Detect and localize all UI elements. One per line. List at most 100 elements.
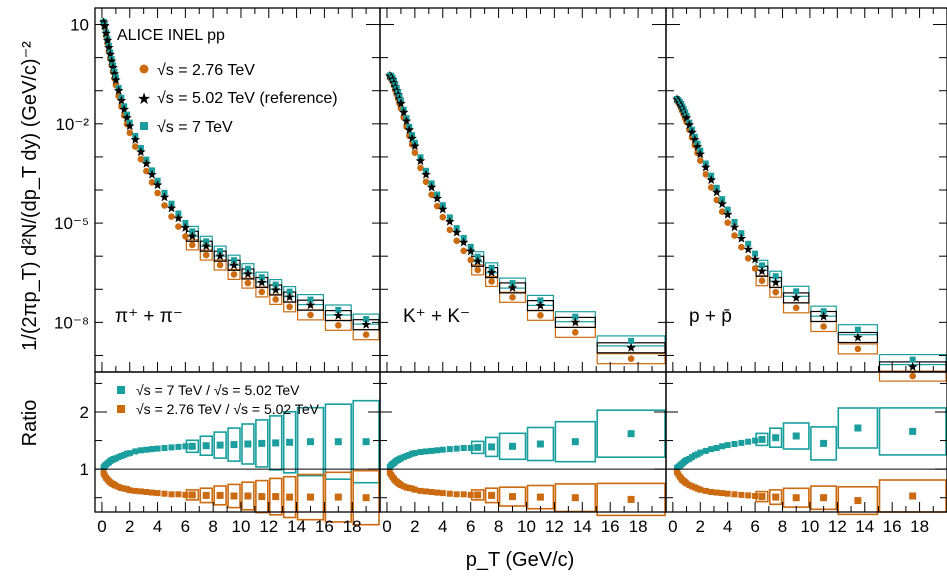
x-tick-label: 0	[97, 517, 106, 536]
ratio-sys-box-2.76TeV	[324, 471, 352, 523]
ratio-point-7TeV	[909, 427, 917, 435]
ratio-point-2.76TeV	[772, 493, 780, 501]
ratio-point-7TeV	[467, 445, 474, 451]
ratio-point-2.76TeV	[417, 487, 424, 494]
ratio-sys-box-7TeV	[878, 407, 947, 456]
ratio-point-2.76TeV	[132, 487, 139, 494]
point-2.76TeV	[137, 155, 145, 163]
sys-box-2.76TeV	[185, 239, 199, 251]
ratio-sys-box-7TeV	[213, 431, 227, 459]
ratio-point-7TeV	[460, 445, 467, 451]
point-7TeV	[572, 313, 579, 320]
legend-entry-2.76: √s = 2.76 TeV	[139, 62, 255, 79]
point-2.76TeV	[460, 247, 468, 255]
x-tick-label: 10	[517, 517, 536, 536]
ratio-point-2.76TeV	[126, 487, 133, 494]
x-tick-label: 2	[125, 517, 134, 536]
sys-box-2.76TeV	[499, 291, 527, 303]
point-2.76TeV	[453, 237, 461, 245]
point-2.76TeV	[446, 226, 454, 234]
point-2.76TeV	[744, 254, 752, 262]
point-5.02TeV	[141, 158, 152, 168]
ratio-point-7TeV	[307, 438, 314, 446]
ratio-sys-box-7TeV	[199, 435, 214, 457]
ratio-point-7TeV	[758, 435, 766, 443]
ratio-point-2.76TeV	[854, 497, 862, 505]
ratio-point-2.76TeV	[713, 489, 720, 496]
ratio-point-2.76TeV	[460, 491, 467, 498]
ratio-point-7TeV	[244, 440, 252, 448]
point-5.02TeV	[243, 269, 253, 278]
x-tick-label: 16	[883, 517, 902, 536]
ratio-point-2.76TeV	[571, 494, 579, 502]
point-5.02TeV	[684, 120, 695, 130]
point-2.76TeV	[758, 277, 766, 285]
ratio-point-7TeV	[286, 438, 294, 446]
ratio-point-7TeV	[161, 445, 168, 451]
ratio-point-2.76TeV	[702, 487, 709, 494]
ratio-point-7TeV	[428, 447, 435, 454]
ratio-point-7TeV	[453, 445, 460, 452]
ratio-point-7TeV	[752, 437, 759, 444]
point-7TeV	[244, 265, 251, 272]
ratio-point-2.76TeV	[411, 486, 418, 493]
panel-label-pions: π⁺ + π⁻	[115, 306, 183, 327]
x-tick-label: 18	[629, 517, 648, 536]
ratio-point-2.76TeV	[362, 494, 370, 502]
point-7TeV	[793, 288, 800, 295]
point-5.02TeV	[750, 254, 760, 264]
ratio-point-7TeV	[627, 430, 635, 438]
point-5.02TeV	[736, 233, 747, 243]
sys-box-2.76TeV	[471, 264, 485, 276]
legend-marker-7	[140, 122, 148, 130]
sys-box-2.76TeV	[878, 370, 947, 382]
point-5.02TeV	[818, 311, 829, 321]
ratio-sys-box-2.76TeV	[596, 482, 666, 517]
sys-box-2.76TeV	[241, 277, 255, 289]
point-7TeV	[854, 326, 861, 333]
point-5.02TeV	[105, 49, 115, 59]
point-5.02TeV	[229, 260, 239, 270]
ratio-point-2.76TeV	[149, 489, 155, 496]
x-tick-label: 6	[466, 517, 475, 536]
point-5.02TeV	[757, 266, 767, 276]
legend-label-ratio-2.76: √s = 2.76 TeV / √s = 5.02 TeV	[136, 401, 320, 417]
ratio-sys-box-2.76TeV	[227, 483, 241, 509]
point-5.02TeV	[681, 113, 692, 122]
ratio-point-7TeV	[154, 445, 161, 452]
x-tick-label: 8	[208, 517, 217, 536]
ratio-point-7TeV	[168, 444, 175, 451]
point-7TeV	[759, 262, 765, 269]
ratio-sys-box-2.76TeV	[241, 481, 255, 511]
ratio-point-7TeV	[571, 438, 579, 446]
ratio-point-7TeV	[202, 442, 210, 450]
point-2.76TeV	[189, 241, 196, 249]
ratio-point-7TeV	[149, 446, 155, 453]
ratio-point-2.76TeV	[230, 492, 238, 500]
point-5.02TeV	[100, 21, 110, 31]
point-2.76TeV	[537, 312, 544, 319]
ratio-point-7TeV	[126, 450, 133, 457]
ratio-point-2.76TeV	[439, 490, 446, 497]
point-5.02TeV	[507, 282, 518, 292]
x-tick-label: 18	[910, 517, 929, 536]
ratio-sys-box-7TeV	[241, 423, 255, 465]
ratio-point-7TeV	[731, 441, 738, 447]
point-5.02TeV	[404, 125, 415, 135]
sys-box-2.76TeV	[227, 268, 241, 280]
point-5.02TeV	[486, 267, 497, 277]
point-2.76TeV	[792, 304, 800, 312]
point-2.76TeV	[143, 167, 150, 175]
ratio-point-2.76TeV	[536, 493, 544, 501]
point-2.76TeV	[216, 261, 224, 269]
ratio-point-7TeV	[719, 443, 726, 450]
point-5.02TeV	[415, 156, 426, 166]
point-7TeV	[272, 281, 279, 288]
x-tick-label: 10	[232, 517, 251, 536]
point-2.76TeV	[488, 278, 495, 285]
ratio-sys-box-2.76TeV	[199, 487, 214, 504]
point-7TeV	[772, 273, 779, 280]
ratio-point-2.76TeV	[244, 492, 252, 500]
point-5.02TeV	[152, 180, 163, 190]
ratio-point-2.76TeV	[216, 491, 224, 499]
